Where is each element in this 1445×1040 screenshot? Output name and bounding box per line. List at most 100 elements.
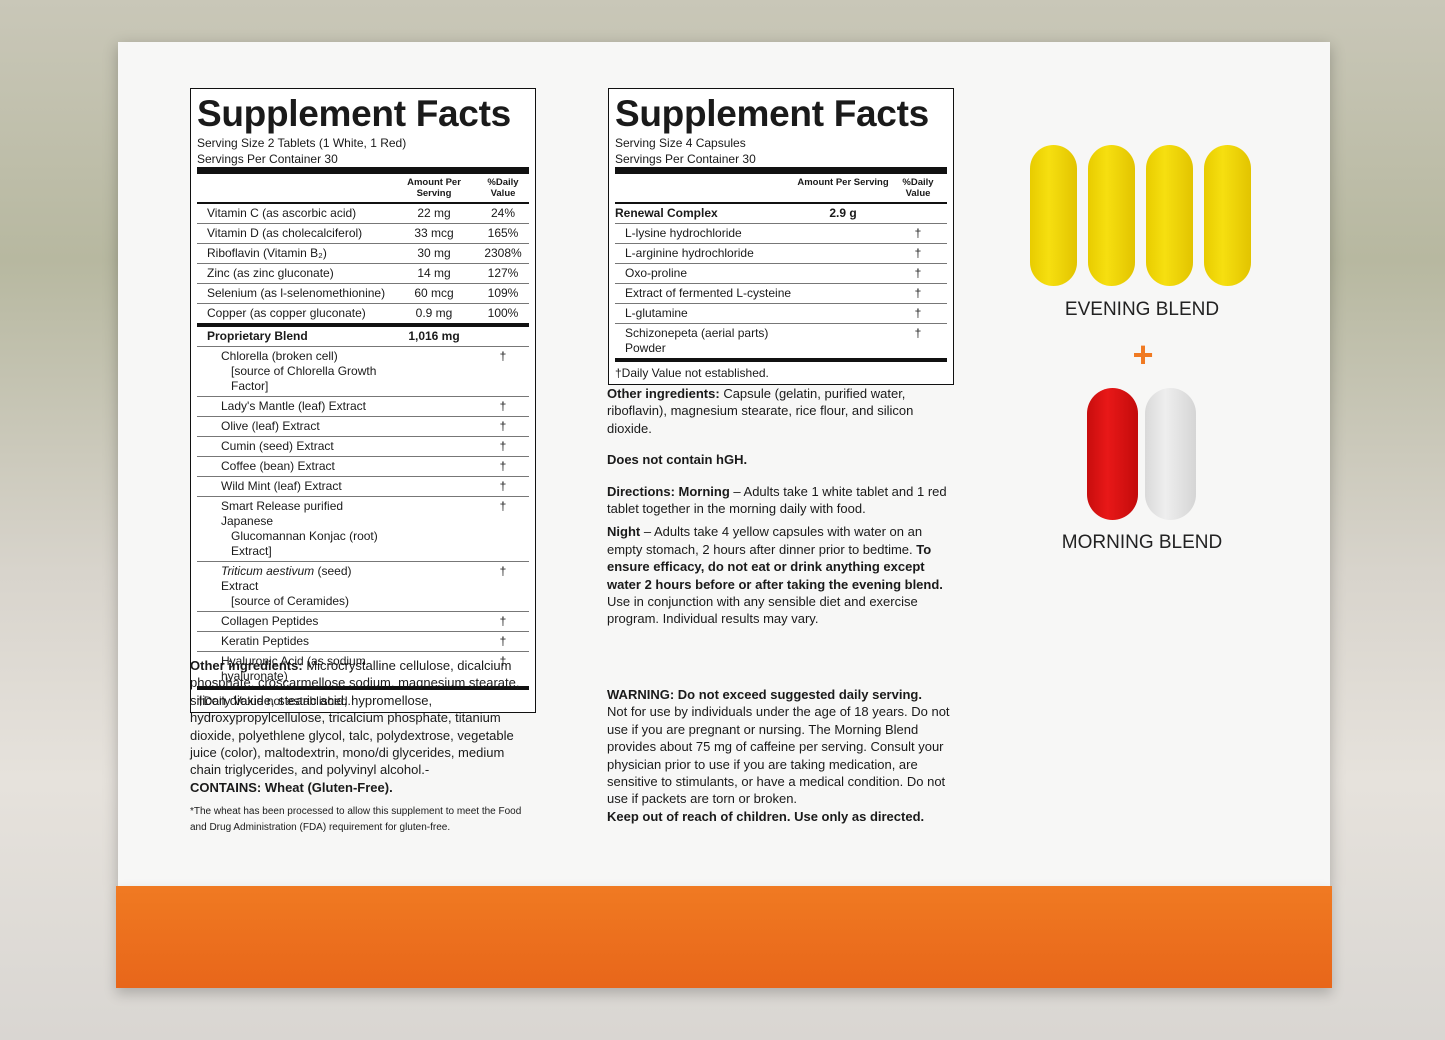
blend-item-row: Hyaluronic Acid (as sodium hyaluronate) † [197,652,529,690]
amount: 14 mg [417,266,451,280]
blend-item-row: Lady's Mantle (leaf) Extract † [197,397,529,417]
yellow-capsule [1088,145,1135,286]
yellow-capsule [1204,145,1251,286]
item-name: Lady's Mantle (leaf) Extract [197,399,391,414]
nutrient-name: Zinc (as zinc gluconate) [207,266,334,280]
amount [797,326,889,356]
nutrient-row: Zinc (as zinc gluconate) 14 mg 127% [197,264,529,284]
daily-value: † [499,399,507,413]
warning: WARNING: Do not exceed suggested daily s… [607,686,951,825]
yellow-capsule [1030,145,1077,286]
daily-value: † [499,499,507,513]
other-ingredients: Other ingredients: Capsule (gelatin, pur… [607,385,951,437]
amount [391,614,477,629]
daily-value: † [914,266,922,280]
text: – Adults take 1 white tablet and 1 red t… [607,483,947,517]
column-header: Amount Per Serving %Daily Value [615,167,947,204]
daily-value: † [499,479,507,493]
item-name: L-glutamine [625,306,688,320]
facts-panel-right: Supplement Facts Serving Size 4 Capsules… [608,88,954,385]
col-amount: Amount Per Serving [407,177,461,199]
footnote: †Daily Value not established. [615,366,769,380]
daily-value: † [914,246,922,260]
amount: 22 mg [417,206,451,220]
daily-value: † [499,419,507,433]
servings: Servings Per Container 30 [615,152,756,166]
item-name-text: Coffee (bean) Extract [221,459,335,473]
amount [391,439,477,454]
red-tablet [1087,388,1138,520]
text: Not for use by individuals under the age… [607,704,950,807]
morning: Directions: Morning – Adults take 1 whit… [607,483,951,518]
daily-value: † [499,614,507,628]
amount [391,479,477,494]
item-row: L-glutamine † [615,304,947,324]
rows: Vitamin C (as ascorbic acid) 22 mg 24% Vita… [197,204,529,690]
item-name-text: Hyaluronic Acid (as sodium hyaluronate) [221,654,366,683]
amount [797,246,889,261]
blend-row: Proprietary Blend 1,016 mg [197,327,529,347]
blend-item-row: Coffee (bean) Extract † [197,457,529,477]
blend-item-row: Olive (leaf) Extract † [197,417,529,437]
daily-value: 109% [487,286,519,300]
amount: 60 mcg [414,286,454,300]
nutrient-row: Vitamin D (as cholecalciferol) 33 mcg 165% [197,224,529,244]
daily-value: † [499,349,507,363]
nutrient-name: Vitamin D (as cholecalciferol) [207,226,363,240]
daily-value [889,206,947,221]
item-row: L-lysine hydrochloride † [615,224,947,244]
nutrient-row: Riboflavin (Vitamin B₂) 30 mg 2308% [197,244,529,264]
item-name-text: Wild Mint (leaf) Extract [221,479,342,493]
blend-name: Proprietary Blend [207,329,308,343]
item-name-text: Keratin Peptides [221,634,310,648]
label: Night [607,524,641,540]
amount [797,266,889,281]
item-name: Hyaluronic Acid (as sodium hyaluronate) [197,654,391,684]
daily-value: † [914,226,922,240]
serving-size: Serving Size 4 Capsules [615,136,746,150]
amount [797,286,889,301]
blend-item-row: Keratin Peptides † [197,632,529,652]
label: Other ingredients: [190,658,303,673]
complex-name: Renewal Complex [615,206,718,220]
nutrient-row: Vitamin C (as ascorbic acid) 22 mg 24% [197,204,529,224]
amount [391,634,477,649]
col-dv: %Daily Value [487,177,519,199]
morning-label: MORNING BLEND [1061,532,1223,553]
item-name-text: Smart Release purified Japanese [221,499,344,528]
amount [391,399,477,414]
item-row: Oxo-proline † [615,264,947,284]
footnote: †Daily Value not established. [197,694,351,708]
text: Use in conjunction with any sensible die… [607,594,918,627]
blend-item-row: Chlorella (broken cell) [source of Chlore… [197,347,529,397]
item-name: Coffee (bean) Extract [197,459,391,474]
emphasis: Keep out of reach of children. Use only … [607,808,925,824]
blend-item-row: Collagen Peptides † [197,612,529,632]
daily-value [477,329,529,344]
nutrient-row: Selenium (as l-selenomethionine) 60 mcg 10… [197,284,529,304]
amount [391,459,477,474]
amount: 0.9 mg [415,306,453,320]
item-sub: [source of Ceramides) [231,594,350,608]
blend-item-row: Wild Mint (leaf) Extract † [197,477,529,497]
daily-value: † [914,326,922,340]
item-name-text: (seed) Extract [221,564,352,593]
nutrient-name: Copper (as copper gluconate) [207,306,366,320]
facts-title: Supplement Facts [615,93,929,134]
daily-value: † [914,306,922,320]
hgh: Does not contain hGH. [607,452,748,468]
nutrient-row: Copper (as copper gluconate) 0.9 mg 100% [197,304,529,327]
night: Night – Adults take 4 yellow capsules wi… [607,523,951,627]
item-name-text: Chlorella (broken cell) [221,349,338,363]
yellow-capsule [1146,145,1193,286]
right-text: Other ingredients: Capsule (gelatin, pur… [607,385,951,839]
item-sub: Glucomannan Konjac (root) Extract] [231,529,378,558]
daily-value: 165% [487,226,519,240]
text: – Adults take 4 yellow capsules with wat… [607,524,923,557]
col-dv: %Daily Value [902,177,934,199]
item-name: Schizonepeta (aerial parts) Powder [625,326,769,355]
item-name-text: Olive (leaf) Extract [221,419,320,433]
white-tablet [1145,388,1196,520]
item-name: Keratin Peptides [197,634,391,649]
complex-row: Renewal Complex 2.9 g [615,204,947,224]
